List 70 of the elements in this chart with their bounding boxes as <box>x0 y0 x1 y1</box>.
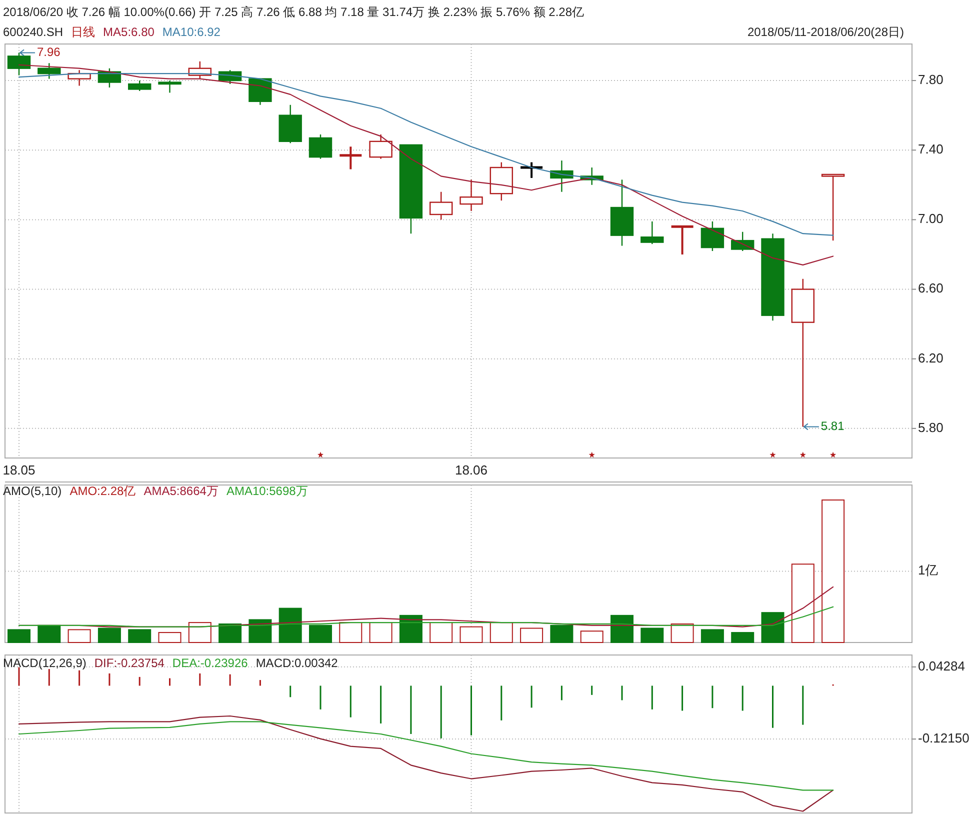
chart-title: 2018/06/20 收 7.26 幅 10.00%(0.66) 开 7.25 高 7.26 低 6.88 均 7.18 量 31.74万 换 2.23% 振 5.76% 额 2.28亿 <box>3 5 584 20</box>
text: 2018/05/11-2018/06/20(28日) <box>747 25 904 40</box>
chart-title: AMO(5,10) <box>3 484 62 498</box>
y-tick-label: 0.04284 <box>918 658 965 674</box>
annotation: 5.81 <box>820 418 845 433</box>
candlestick <box>670 225 695 256</box>
bar <box>670 623 694 643</box>
text: AMO:2.28亿 <box>70 484 136 498</box>
y-tick-label: -0.12150 <box>918 730 970 746</box>
candlestick <box>338 146 363 170</box>
candlestick <box>369 134 392 160</box>
bar <box>822 500 845 643</box>
bar <box>580 630 604 643</box>
y-tick-label: 6.60 <box>918 280 944 296</box>
bar <box>38 624 61 643</box>
bar <box>761 612 784 643</box>
bar <box>520 628 544 643</box>
bar <box>188 622 212 643</box>
candlestick <box>640 220 664 245</box>
y-tick-label: 7.40 <box>918 142 944 157</box>
bar <box>158 632 182 643</box>
bar <box>731 632 754 643</box>
candlestick <box>308 134 332 160</box>
bar <box>700 629 724 643</box>
y-tick-label: 7.00 <box>918 211 944 226</box>
y-tick-label: 7.80 <box>918 72 944 87</box>
ref-line-label: 1亿 <box>918 562 938 578</box>
bar <box>399 614 422 643</box>
bar <box>248 619 272 643</box>
candlestick <box>38 62 61 80</box>
line-series <box>18 715 834 812</box>
text: AMA5:8664万 <box>144 484 218 498</box>
x-tick-label: 18.05 <box>2 462 36 478</box>
line-series <box>18 721 834 791</box>
text: MA10:6.92 <box>162 25 221 40</box>
bar <box>369 622 392 643</box>
annotation: 7.96 <box>37 44 61 59</box>
candlestick <box>128 80 152 92</box>
bar <box>610 614 634 643</box>
y-tick-label: 6.20 <box>918 350 944 366</box>
candlestick <box>430 191 453 220</box>
bar <box>98 628 121 643</box>
text: DIF:-0.23754 <box>94 656 165 670</box>
bar <box>128 629 152 643</box>
candlestick <box>821 174 845 242</box>
bar <box>430 622 453 643</box>
text: MA5:6.80 <box>103 25 155 40</box>
bar <box>339 622 362 643</box>
candlestick <box>7 52 31 76</box>
candlestick <box>158 80 182 94</box>
bar <box>309 624 332 643</box>
y-tick-label: 5.80 <box>918 420 944 435</box>
bar <box>550 624 574 643</box>
bar <box>490 622 513 643</box>
bar <box>791 564 814 643</box>
text: AMA10:5698万 <box>226 484 308 498</box>
series-label: MACD:0.00342 <box>256 656 338 670</box>
text: DEA:-0.23926 <box>172 656 248 670</box>
candlestick <box>700 220 724 252</box>
candlestick <box>460 179 483 212</box>
chart-subtitle: 600240.SH <box>3 25 64 40</box>
bar <box>640 628 664 643</box>
bar <box>278 608 302 643</box>
bar <box>460 626 483 643</box>
bar <box>218 623 242 643</box>
bar <box>68 629 91 643</box>
bar <box>8 629 30 643</box>
text: 日线 <box>71 25 96 40</box>
x-tick-label: 18.06 <box>454 462 488 478</box>
chart-title: MACD(12,26,9) <box>3 656 86 670</box>
